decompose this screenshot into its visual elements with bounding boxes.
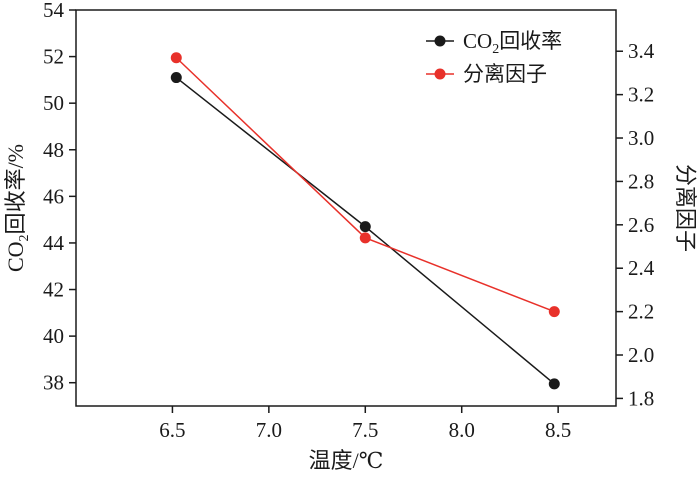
right-axis-title: 分离因子 [673,164,698,252]
x-tick-label: 7.0 [256,418,282,442]
right-y-tick-label: 2.8 [628,169,654,193]
left-axis-title-rest: 回收率/% [3,144,28,234]
legend-marker-co2-recovery [434,35,446,47]
x-axis-title: 温度/℃ [309,448,384,473]
left-y-tick-label: 50 [43,91,64,115]
right-y-tick-label: 2.4 [628,256,655,280]
legend: CO2回收率 分离因子 [426,29,562,86]
left-axis-title: CO2回收率/% [3,144,32,272]
left-y-tick-label: 52 [43,45,64,69]
data-point-separation-factor [359,232,371,244]
right-y-tick-label: 2.0 [628,343,654,367]
x-tick-label: 7.5 [352,418,378,442]
right-y-tick-label: 3.4 [628,39,655,63]
legend-label-co2-recovery: CO2回收率 [463,29,562,57]
left-y-tick-label: 46 [43,184,64,208]
left-y-tick-label: 38 [43,371,64,395]
legend-label-co2-sub: 2 [492,42,499,57]
legend-item-co2-recovery: CO2回收率 [426,29,562,57]
right-y-tick-label: 2.2 [628,300,654,324]
left-y-tick-label: 44 [43,231,65,255]
left-axis-title-main: CO [3,241,28,272]
legend-label-separation-factor: 分离因子 [463,62,547,86]
x-tick-label: 6.5 [159,418,185,442]
x-tick-label: 8.5 [545,418,571,442]
data-point-co2-recovery [548,378,560,390]
left-axis-title-sub: 2 [17,234,32,241]
right-y-tick-label: 2.6 [628,213,654,237]
right-y-tick-label: 3.0 [628,126,654,150]
ticks-layer: 6.5 7.0 7.5 8.0 8.5 38 40 42 44 46 48 50 52 54 1.8 2.0 2… [43,0,655,442]
plot-frame [75,9,617,407]
left-y-tick-label: 42 [43,278,64,302]
legend-label-co2-main: CO [463,29,492,53]
legend-label-co2-rest: 回收率 [499,29,562,53]
right-y-tick-label: 3.2 [628,83,654,107]
legend-marker-separation-factor [434,68,446,80]
left-y-tick-label: 40 [43,324,64,348]
x-tick-label: 8.0 [449,418,475,442]
legend-item-separation-factor: 分离因子 [426,62,547,86]
series-layer [170,52,560,390]
left-y-tick-label: 48 [43,138,64,162]
left-y-tick-label: 54 [43,0,65,22]
data-point-co2-recovery [170,72,182,84]
data-point-separation-factor [548,306,560,318]
data-point-co2-recovery [359,221,371,233]
series-line-separation-factor [175,57,555,313]
right-y-tick-label: 1.8 [628,386,654,410]
data-point-separation-factor [170,52,182,64]
